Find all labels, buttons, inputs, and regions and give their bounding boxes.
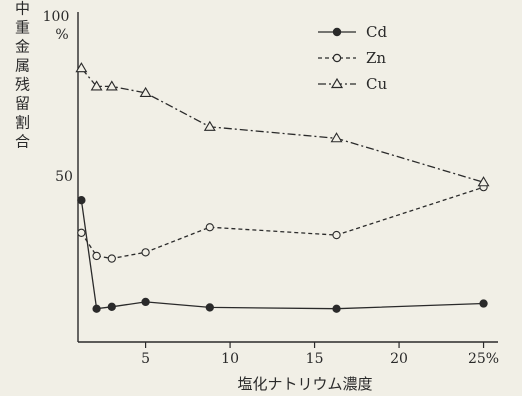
data-point-cu-5 (330, 132, 343, 143)
x-tick-label-1: 10 (221, 351, 239, 367)
data-point-cd-1 (92, 304, 101, 313)
data-point-cu-6 (477, 176, 490, 187)
series-line-zn (80, 186, 484, 260)
data-point-zn-5 (332, 230, 341, 240)
data-point-zn-1 (92, 251, 101, 261)
legend-marker-cu (330, 77, 344, 89)
data-point-cd-4 (205, 303, 214, 312)
data-point-cd-0 (77, 196, 86, 205)
series-line-cu (80, 67, 484, 183)
y-tick-label-100: 100 (43, 9, 70, 25)
data-point-cu-4 (203, 120, 216, 131)
data-point-cu-3 (139, 86, 152, 97)
series-cd (77, 196, 488, 313)
data-point-cd-5 (332, 304, 341, 313)
x-tick-label-0: 5 (141, 351, 150, 367)
x-tick-label-2: 15 (306, 351, 324, 367)
series-cu (75, 62, 490, 187)
legend-marker-zn (332, 53, 342, 63)
series-layer (75, 62, 490, 313)
y-tick-label-50: 50 (55, 169, 73, 185)
legend-label-cd: Cd (366, 23, 387, 41)
data-point-zn-3 (141, 248, 150, 257)
x-axis-title: 塩化ナトリウム濃度 (237, 375, 372, 393)
data-point-cu-1 (90, 80, 103, 91)
legend-label-zn: Zn (366, 49, 386, 67)
legend: Cd Zn Cu (318, 23, 387, 93)
data-point-zn-4 (205, 223, 214, 232)
x-ticks: 5 10 15 20 25% (141, 342, 499, 367)
data-point-zn-0 (77, 228, 86, 237)
series-zn (77, 182, 488, 263)
data-point-cd-2 (107, 302, 116, 311)
legend-label-cu: Cu (366, 75, 387, 93)
y-axis-title: 精白米中重金属残留割合 (13, 0, 31, 153)
data-point-cd-3 (141, 297, 150, 307)
data-point-cd-6 (479, 299, 488, 308)
x-tick-label-4: 25% (468, 351, 499, 367)
series-line-cd (80, 200, 484, 310)
y-unit-label: % (55, 27, 68, 43)
legend-marker-cd (332, 27, 342, 37)
x-tick-label-3: 20 (390, 351, 408, 367)
data-point-zn-2 (107, 254, 116, 263)
data-point-cu-2 (105, 80, 118, 91)
data-point-cu-0 (75, 62, 88, 73)
